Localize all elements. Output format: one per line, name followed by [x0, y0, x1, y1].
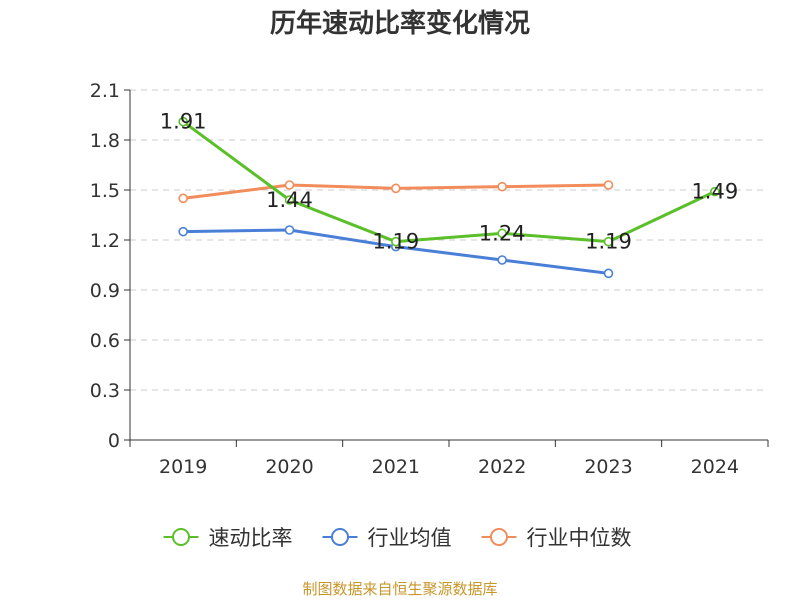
y-tick-label: 1.8	[90, 130, 120, 152]
legend-label: 行业中位数	[527, 526, 632, 550]
y-tick-label: 1.2	[90, 230, 120, 252]
data-point[interactable]	[497, 181, 507, 192]
axes: 0 0.3 0.6 0.9 1.2 1.5 1.8 2.1 2019 2020 2021 2022 20…	[90, 80, 769, 478]
data-point[interactable]	[391, 183, 401, 194]
y-tick-label: 0.3	[90, 380, 120, 402]
source-note: 制图数据来自恒生聚源数据库	[302, 580, 498, 598]
data-point[interactable]	[284, 225, 295, 235]
data-point[interactable]	[603, 236, 614, 247]
data-point[interactable]	[710, 186, 720, 197]
series-lines	[178, 116, 720, 279]
x-tick-label: 2024	[691, 456, 739, 478]
data-point[interactable]	[603, 268, 614, 279]
legend-marker	[172, 528, 190, 546]
x-tick-label: 2021	[372, 456, 420, 478]
y-tick-label: 0.9	[90, 280, 120, 302]
legend-marker	[490, 528, 508, 546]
legend-item[interactable]: 行业均值	[322, 526, 452, 550]
data-point[interactable]	[284, 180, 295, 190]
data-point[interactable]	[178, 193, 188, 204]
data-labels: 1.91 1.44 1.19 1.24 1.19 1.49	[160, 110, 738, 254]
data-label: 1.19	[585, 230, 632, 254]
legend[interactable]: 速动比率 行业均值 行业中位数	[163, 526, 632, 550]
grid-lines	[130, 89, 768, 391]
data-point[interactable]	[178, 226, 188, 237]
data-point[interactable]	[284, 195, 295, 205]
legend-marker	[331, 528, 349, 546]
y-tick-label: 0	[108, 430, 120, 452]
data-point[interactable]	[497, 255, 507, 265]
x-tick-label: 2020	[265, 456, 313, 478]
data-point[interactable]	[391, 236, 401, 247]
legend-item[interactable]: 行业中位数	[481, 526, 632, 550]
y-tick-label: 2.1	[90, 80, 120, 102]
x-tick-label: 2019	[159, 456, 207, 478]
data-point[interactable]	[497, 228, 507, 239]
data-label: 1.19	[372, 230, 419, 254]
data-label: 1.91	[160, 110, 207, 134]
x-tick-label: 2023	[584, 456, 632, 478]
x-tick-label: 2022	[478, 456, 526, 478]
data-point[interactable]	[178, 116, 188, 127]
data-label: 1.49	[691, 180, 738, 204]
data-point[interactable]	[603, 180, 614, 190]
chart-title: 历年速动比率变化情况	[269, 9, 530, 39]
legend-item[interactable]: 速动比率	[163, 526, 293, 550]
legend-label: 行业均值	[368, 526, 452, 550]
y-tick-label: 1.5	[90, 180, 120, 202]
legend-label: 速动比率	[209, 526, 293, 550]
series-line	[182, 120, 716, 244]
data-label: 1.24	[479, 221, 526, 245]
data-label: 1.44	[266, 188, 313, 212]
y-tick-label: 0.6	[90, 330, 120, 352]
